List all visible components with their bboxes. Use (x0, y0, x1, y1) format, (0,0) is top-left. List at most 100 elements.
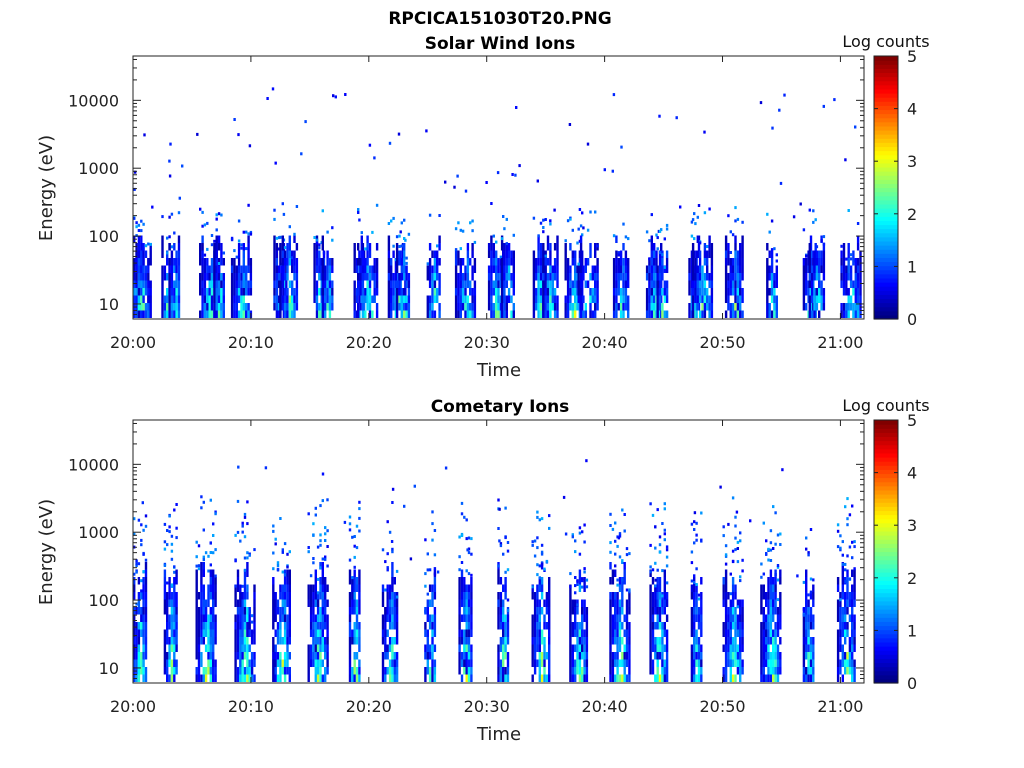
heatmap-cell (574, 599, 577, 607)
heatmap-cell (309, 659, 313, 667)
heatmap-cell (373, 156, 376, 160)
heatmap-cell (348, 629, 352, 637)
heatmap-cell (168, 215, 171, 219)
heatmap-cell (577, 227, 580, 231)
heatmap-cell (409, 557, 413, 561)
heatmap-cell (809, 637, 813, 645)
heatmap-cell (706, 295, 709, 303)
heatmap-cell (375, 273, 379, 281)
heatmap-cell (574, 674, 577, 682)
heatmap-cell (576, 637, 579, 645)
heatmap-cell (581, 233, 584, 237)
heatmap-cell (279, 280, 282, 288)
heatmap-cell (391, 501, 394, 504)
heatmap-cell (585, 578, 589, 582)
heatmap-cell (591, 295, 594, 303)
heatmap-cell (542, 288, 545, 296)
heatmap-cell (658, 258, 662, 266)
heatmap-cell (466, 258, 470, 266)
heatmap-cell (724, 607, 728, 615)
heatmap-cell (802, 629, 806, 637)
heatmap-cell (212, 637, 215, 645)
heatmap-cell (809, 614, 813, 622)
heatmap-cell (358, 629, 361, 637)
heatmap-cell (460, 577, 464, 585)
heatmap-cell (846, 652, 849, 660)
heatmap-cell (454, 295, 458, 303)
heatmap-cell (424, 538, 427, 542)
heatmap-cell (576, 607, 579, 615)
heatmap-cell (314, 674, 317, 682)
heatmap-cell (348, 599, 352, 607)
heatmap-cell (384, 652, 387, 660)
heatmap-cell (518, 164, 521, 168)
heatmap-cell (815, 245, 819, 249)
heatmap-cell (841, 540, 844, 544)
heatmap-cell (770, 273, 774, 281)
heatmap-cell (140, 243, 143, 251)
heatmap-cell (741, 667, 744, 675)
heatmap-cell (360, 235, 363, 243)
heatmap-cell (275, 243, 279, 251)
heatmap-cell (612, 295, 616, 303)
heatmap-cell (760, 652, 763, 660)
heatmap-cell (703, 211, 707, 215)
heatmap-cell (214, 510, 217, 514)
heatmap-cell (769, 667, 773, 675)
heatmap-cell (386, 592, 389, 600)
heatmap-cell (515, 106, 518, 109)
heatmap-cell (464, 303, 467, 311)
heatmap-cell (466, 250, 470, 258)
heatmap-cell (274, 629, 277, 637)
heatmap-cell (548, 622, 551, 630)
heatmap-cell (505, 217, 508, 221)
heatmap-cell (166, 652, 169, 660)
heatmap-cell (697, 597, 701, 601)
heatmap-cell (739, 303, 742, 311)
heatmap-cell (316, 629, 320, 637)
heatmap-cell (533, 607, 537, 615)
heatmap-cell (433, 288, 437, 296)
heatmap-cell (239, 614, 242, 622)
heatmap-cell (767, 599, 770, 607)
heatmap-cell (569, 243, 572, 251)
heatmap-cell (661, 265, 664, 273)
heatmap-cell (279, 584, 282, 592)
heatmap-cell (814, 218, 817, 222)
heatmap-cell (135, 295, 138, 303)
heatmap-cell (578, 526, 582, 530)
heatmap-cell (502, 667, 505, 675)
heatmap-cell (532, 273, 536, 281)
heatmap-cell (217, 258, 221, 266)
heatmap-cell (457, 221, 460, 225)
heatmap-cell (700, 629, 703, 637)
heatmap-cell (807, 644, 810, 652)
heatmap-cell (438, 273, 441, 281)
heatmap-cell (822, 243, 826, 251)
heatmap-cell (353, 303, 356, 311)
heatmap-cell (470, 592, 473, 600)
heatmap-cell (693, 574, 696, 578)
heatmap-cell (562, 495, 566, 499)
heatmap-cell (581, 577, 584, 581)
heatmap-cell (703, 243, 707, 251)
heatmap-cell (615, 273, 618, 281)
colorbar-segment (874, 621, 898, 627)
heatmap-cell (623, 513, 626, 516)
heatmap-cell (436, 273, 439, 281)
heatmap-cell (364, 310, 367, 318)
heatmap-cell (661, 569, 664, 573)
heatmap-cell (549, 295, 552, 303)
heatmap-cell (316, 599, 320, 607)
heatmap-cell (653, 273, 656, 281)
heatmap-cell (532, 250, 536, 258)
heatmap-cell (774, 542, 777, 546)
heatmap-cell (395, 295, 399, 303)
heatmap-cell (615, 288, 618, 296)
heatmap-cell (210, 258, 214, 266)
heatmap-cell (135, 250, 138, 258)
heatmap-cell (233, 265, 236, 273)
heatmap-cell (612, 303, 616, 311)
heatmap-cell (286, 667, 289, 675)
heatmap-cell (353, 667, 356, 675)
